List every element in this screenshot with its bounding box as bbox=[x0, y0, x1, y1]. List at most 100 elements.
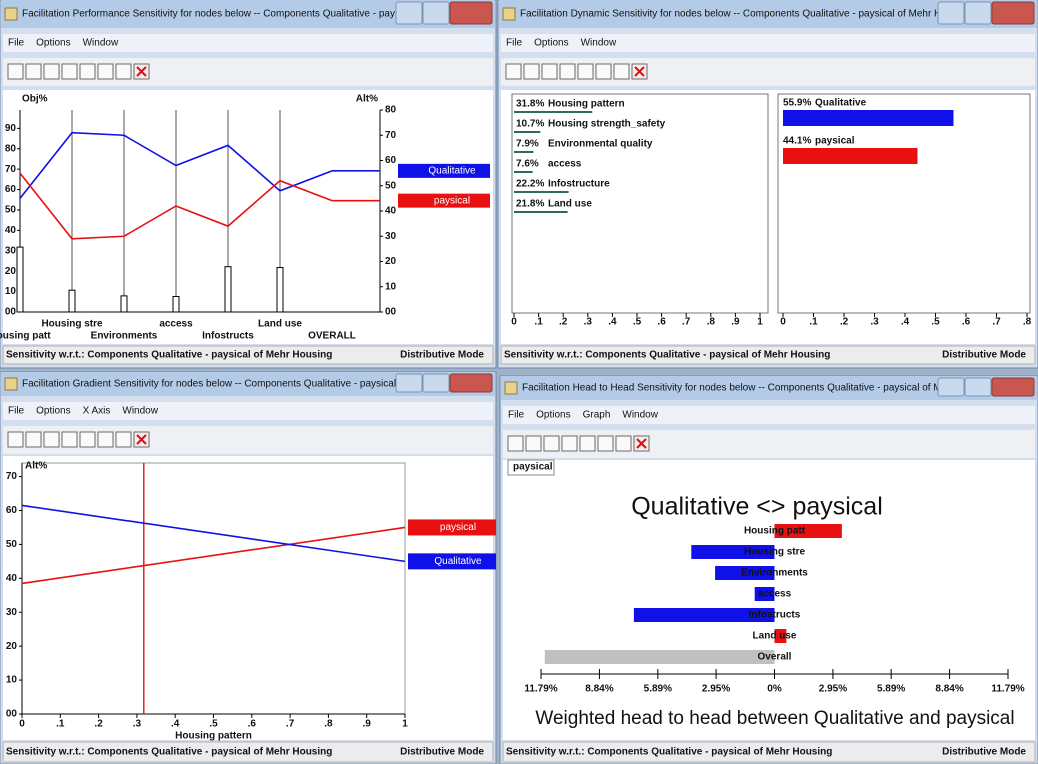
toolbar-button[interactable] bbox=[544, 436, 559, 451]
menu-item[interactable]: Options bbox=[534, 38, 568, 49]
x-tick-label: 5.89% bbox=[644, 684, 672, 695]
category-label: access bbox=[758, 589, 792, 600]
toolbar-button[interactable] bbox=[508, 436, 523, 451]
toolbar-button[interactable] bbox=[542, 64, 557, 79]
toolbar-button[interactable] bbox=[596, 64, 611, 79]
x-tick-label: .6 bbox=[657, 317, 666, 328]
category-label: Land use bbox=[753, 631, 797, 642]
y2-tick-label: 20 bbox=[385, 256, 397, 267]
category-label: Housing stre bbox=[744, 547, 806, 558]
objective-bar bbox=[514, 191, 569, 193]
toolbar-button[interactable] bbox=[614, 64, 629, 79]
menu-item[interactable]: File bbox=[8, 38, 25, 49]
menu-item[interactable]: Options bbox=[536, 410, 570, 421]
maximize-button[interactable] bbox=[965, 2, 991, 24]
tab-label[interactable]: paysical bbox=[513, 462, 553, 473]
menu-item[interactable]: X Axis bbox=[83, 406, 111, 417]
objective-bar bbox=[514, 171, 533, 173]
alternative-bar bbox=[783, 110, 953, 126]
toolbar-button[interactable] bbox=[560, 64, 575, 79]
toolbar-button[interactable] bbox=[80, 64, 95, 79]
y2-tick-label: 10 bbox=[385, 281, 397, 292]
close-button[interactable] bbox=[450, 2, 492, 24]
maximize-button[interactable] bbox=[423, 2, 449, 24]
toolbar-button[interactable] bbox=[62, 432, 77, 447]
alternative-value: 55.9% bbox=[783, 98, 811, 109]
toolbar-button[interactable] bbox=[562, 436, 577, 451]
menu-item[interactable]: Window bbox=[622, 410, 658, 421]
toolbar-button[interactable] bbox=[524, 64, 539, 79]
toolbar-button[interactable] bbox=[8, 432, 23, 447]
x-tick-label: .8 bbox=[324, 719, 333, 730]
toolbar-button[interactable] bbox=[116, 64, 131, 79]
close-button[interactable] bbox=[992, 2, 1034, 24]
toolbar-button[interactable] bbox=[98, 432, 113, 447]
toolbar-button[interactable] bbox=[8, 64, 23, 79]
maximize-button[interactable] bbox=[965, 378, 991, 396]
close-button[interactable] bbox=[450, 374, 492, 392]
status-text: Sensitivity w.r.t.: Components Qualitati… bbox=[6, 747, 332, 758]
x-tick-label: .8 bbox=[707, 317, 716, 328]
alternative-bar bbox=[783, 148, 918, 164]
minimize-button[interactable] bbox=[396, 374, 422, 392]
x-tick-label: 8.84% bbox=[935, 684, 963, 695]
x-tick-label: .7 bbox=[992, 317, 1001, 328]
y-tick-label: 10 bbox=[5, 286, 17, 297]
x-tick-label: 0 bbox=[511, 317, 517, 328]
minimize-button[interactable] bbox=[938, 378, 964, 396]
menu-item[interactable]: File bbox=[506, 38, 523, 49]
menu-item[interactable]: File bbox=[8, 406, 25, 417]
y2-tick-label: 80 bbox=[385, 105, 397, 116]
mode-text: Distributive Mode bbox=[400, 350, 484, 361]
content-area bbox=[3, 90, 493, 344]
x-tick-label: 11.79% bbox=[524, 684, 557, 695]
toolbar-button[interactable] bbox=[26, 432, 41, 447]
x-tick-label: .4 bbox=[608, 317, 617, 328]
toolbar-button[interactable] bbox=[578, 64, 593, 79]
menu-item[interactable]: Window bbox=[581, 38, 617, 49]
y-tick-label: 50 bbox=[6, 539, 18, 550]
toolbar-button[interactable] bbox=[44, 64, 59, 79]
x-tick-label: .6 bbox=[962, 317, 971, 328]
y-tick-label: 60 bbox=[5, 184, 17, 195]
objective-bar bbox=[277, 268, 283, 312]
y-tick-label: 70 bbox=[6, 471, 18, 482]
toolbar-button[interactable] bbox=[598, 436, 613, 451]
mode-text: Distributive Mode bbox=[942, 350, 1026, 361]
mode-text: Distributive Mode bbox=[400, 747, 484, 758]
toolbar-button[interactable] bbox=[116, 432, 131, 447]
objective-name: Housing pattern bbox=[548, 99, 625, 110]
minimize-button[interactable] bbox=[396, 2, 422, 24]
toolbar-button[interactable] bbox=[98, 64, 113, 79]
maximize-button[interactable] bbox=[423, 374, 449, 392]
toolbar-button[interactable] bbox=[80, 432, 95, 447]
menu-item[interactable]: Options bbox=[36, 38, 70, 49]
minimize-button[interactable] bbox=[938, 2, 964, 24]
toolbar-button[interactable] bbox=[616, 436, 631, 451]
y-tick-label: 50 bbox=[5, 205, 17, 216]
menu-item[interactable]: Options bbox=[36, 406, 70, 417]
toolbar-button[interactable] bbox=[44, 432, 59, 447]
toolbar-button[interactable] bbox=[62, 64, 77, 79]
x-tick-label: .1 bbox=[56, 719, 65, 730]
objective-value: 31.8% bbox=[516, 99, 544, 110]
toolbar-button[interactable] bbox=[506, 64, 521, 79]
mode-text: Distributive Mode bbox=[942, 747, 1026, 758]
y2-tick-label: 50 bbox=[385, 180, 397, 191]
menu-item[interactable]: File bbox=[508, 410, 525, 421]
menu-item[interactable]: Window bbox=[83, 38, 119, 49]
close-button[interactable] bbox=[992, 378, 1034, 396]
menu-item[interactable]: Window bbox=[122, 406, 158, 417]
menu-item[interactable]: Graph bbox=[583, 410, 611, 421]
toolbar-button[interactable] bbox=[26, 64, 41, 79]
y2-tick-label: 00 bbox=[385, 307, 397, 318]
toolbar-button[interactable] bbox=[580, 436, 595, 451]
x-tick-label: access bbox=[159, 319, 193, 330]
x-tick-label: .1 bbox=[809, 317, 818, 328]
y2-tick-label: 30 bbox=[385, 231, 397, 242]
toolbar-button[interactable] bbox=[526, 436, 541, 451]
y-tick-label: 80 bbox=[5, 143, 17, 154]
window-title: Facilitation Gradient Sensitivity for no… bbox=[22, 379, 432, 390]
window-title: Facilitation Performance Sensitivity for… bbox=[22, 9, 426, 20]
objective-bar bbox=[514, 111, 592, 113]
